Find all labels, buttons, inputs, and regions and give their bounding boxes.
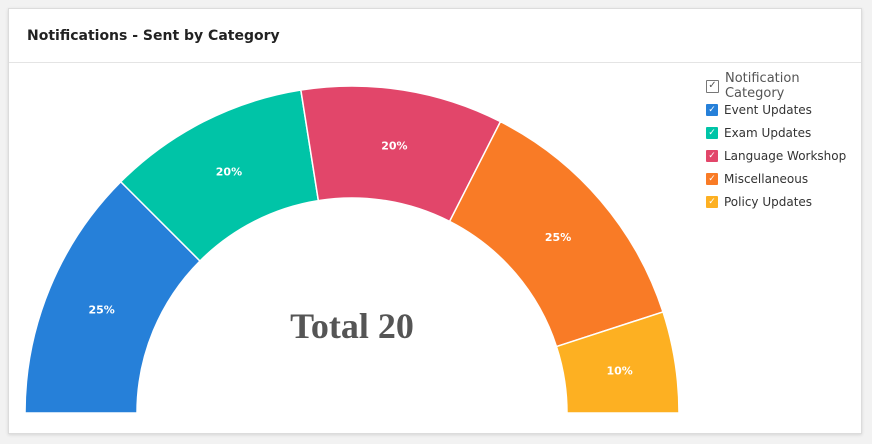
semi-donut-chart: 25% 20% 20% 25% 10% Total 20 bbox=[24, 85, 680, 414]
legend-item[interactable]: ✓ Language Workshop bbox=[706, 144, 863, 167]
center-total-label: Total 20 bbox=[290, 306, 414, 346]
legend-item[interactable]: ✓ Exam Updates bbox=[706, 121, 863, 144]
legend-item[interactable]: ✓ Miscellaneous bbox=[706, 167, 863, 190]
check-icon[interactable]: ✓ bbox=[706, 195, 718, 208]
legend-label: Miscellaneous bbox=[724, 171, 809, 186]
slice-value-label: 25% bbox=[545, 231, 571, 244]
card-header: Notifications - Sent by Category bbox=[9, 9, 861, 63]
chart-card: Notifications - Sent by Category 25% 20% 2… bbox=[8, 8, 862, 434]
legend-label: Language Workshop bbox=[724, 148, 847, 163]
slice-value-label: 20% bbox=[381, 139, 407, 152]
slice-policy-updates[interactable] bbox=[555, 311, 680, 414]
check-icon[interactable]: ✓ bbox=[706, 79, 719, 93]
legend-item[interactable]: ✓ Policy Updates bbox=[706, 190, 863, 213]
check-icon[interactable]: ✓ bbox=[706, 103, 718, 116]
check-icon[interactable]: ✓ bbox=[706, 172, 718, 185]
chart-area: 25% 20% 20% 25% 10% Total 20 ✓ Notification C… bbox=[9, 64, 863, 434]
legend-title-row[interactable]: ✓ Notification Category bbox=[706, 71, 863, 101]
check-icon[interactable]: ✓ bbox=[706, 126, 718, 139]
slice-value-label: 25% bbox=[88, 303, 114, 316]
legend-label: Event Updates bbox=[724, 102, 812, 117]
legend-title: Notification Category bbox=[724, 71, 800, 101]
slice-value-label: 20% bbox=[216, 166, 242, 179]
check-icon[interactable]: ✓ bbox=[706, 149, 718, 162]
legend: ✓ Notification Category ✓ Event Updates ✓ E… bbox=[706, 71, 863, 213]
legend-item[interactable]: ✓ Event Updates bbox=[706, 98, 863, 121]
legend-label: Policy Updates bbox=[724, 194, 813, 209]
legend-label: Exam Updates bbox=[724, 125, 812, 140]
card-title: Notifications - Sent by Category bbox=[27, 28, 280, 44]
slice-value-label: 10% bbox=[606, 365, 632, 378]
